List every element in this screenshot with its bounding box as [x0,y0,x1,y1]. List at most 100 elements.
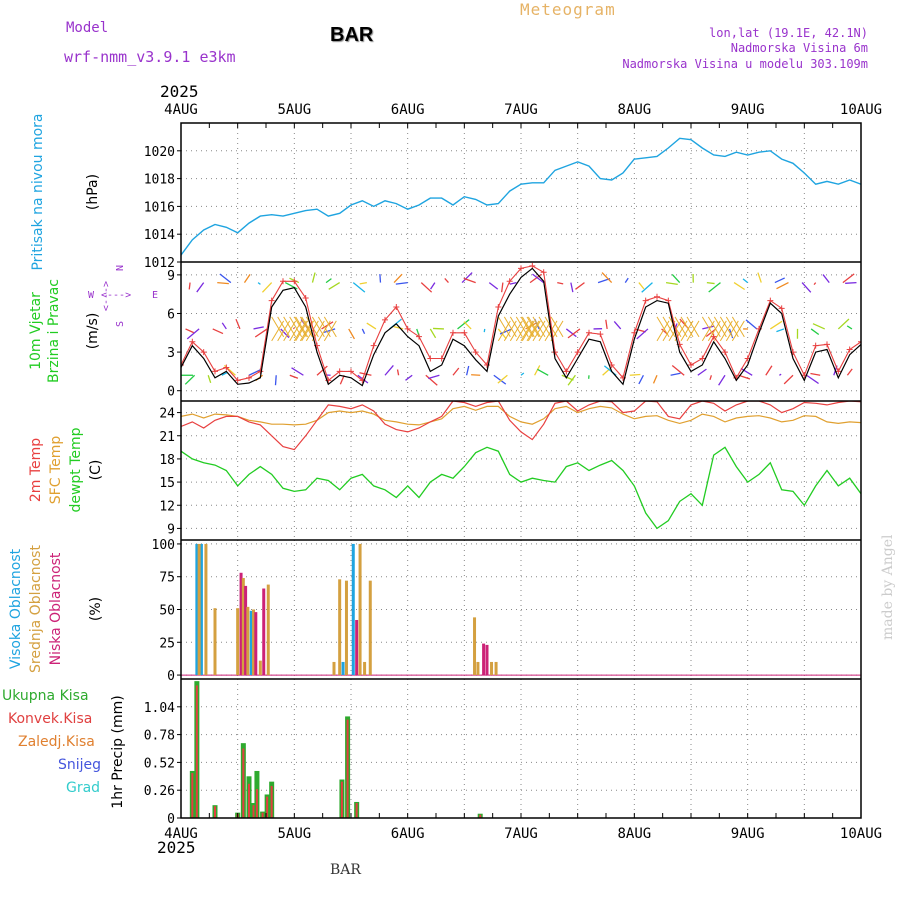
wind-arrow [670,372,681,376]
cloud-bar-mid [363,661,367,676]
wind-arrow [806,374,819,385]
cloud-bar-low [355,619,359,676]
precip-conv-bar [261,812,264,818]
wind-arrow [379,274,382,283]
wind-arrow [570,282,574,293]
precip-legend-entry: Ukupna Kisa [2,688,89,704]
wind-arrow [846,368,853,376]
y-tick-label: 21 [159,430,175,445]
wind-arrow [280,328,290,339]
wind-gust-marker [189,338,196,345]
panel-precip: 0 0.26 0.52 0.78 1.04 [144,679,862,827]
wind-gust-marker [200,349,207,356]
cloud-bar-mid [490,661,494,676]
wind-arrow [219,273,232,284]
panel-plot [181,262,861,387]
wind-arrow [488,282,499,290]
wind-arrow [845,281,857,284]
wind-arrow [837,318,850,330]
wind-arrow [708,282,721,293]
wind-arrow [217,281,229,285]
wind-arrow [634,328,646,333]
temp-axis-title: SFC Temp [48,436,64,505]
wind-arrow [842,273,855,284]
wind-arrow [567,328,581,339]
wind-hatch [731,316,745,338]
year-top: 2025 [160,82,199,101]
precip-legend-entry: Grad [66,780,100,796]
x-tick-top-label: 6AUG [391,102,425,118]
wind-arrow [709,375,713,381]
wind-arrow [463,321,472,330]
wind-arrow [532,273,545,284]
wind-gust-marker [846,346,853,353]
wind-arrow [509,281,517,285]
wind-arrow [738,374,751,380]
wind-gust-marker [450,329,456,336]
wind-arrow [641,282,653,293]
wind-arrow [497,374,508,384]
cloud-bar-mid [338,579,342,676]
wind-arrow [444,278,449,284]
panel-pressure: 1012 1014 1016 1018 1020 [144,123,862,271]
cloud-bar-mid [258,660,262,676]
wind-arrow [261,282,273,293]
wind-arrow [366,322,377,330]
wind-arrow [428,374,440,380]
wind-arrow [405,374,413,381]
wind-gust-marker [268,297,275,304]
cloud-bar-mid [332,661,336,676]
precip-conv-bar [242,748,245,818]
wind-arrow [740,367,753,376]
x-tick-bottom-label: 8AUG [617,826,651,842]
wind-hatch [680,320,694,342]
wind-arrow [813,282,817,286]
cloud-bar-low [254,612,258,676]
year-bottom: 2025 [157,838,196,857]
wind-arrow [248,369,261,376]
wind-gust-marker [654,293,660,300]
wind-gust-marker [563,368,570,375]
wind-hatch [301,316,315,338]
wind-hatch [674,320,688,342]
x-tick-top-label: 5AUG [277,102,311,118]
precip-conv-bar [252,805,255,818]
wind-hatch [719,320,733,342]
wind-arrow [765,365,773,376]
wind-hatch [701,320,715,342]
precip-conv-bar [191,773,194,818]
cloud-bar-mid [246,606,250,676]
wind-arrow [359,281,367,285]
wind-gust-marker [461,329,468,336]
station-title: BAR [330,24,374,46]
y-tick-label: 3 [167,346,175,361]
y-tick-label: 0 [167,812,175,827]
wind-arrow [289,374,299,379]
wind-arrow [601,272,613,284]
wind-hatch [289,320,303,342]
y-tick-label: 9 [167,522,175,537]
cloud-bar-mid [213,608,217,676]
y-tick-label: 100 [152,538,175,553]
y-tick-label: 1018 [144,173,175,188]
wind-arrow [221,371,228,376]
cloud-bar-mid [241,578,245,676]
y-tick-label: 1016 [144,200,175,215]
wind-gust-marker [291,278,298,285]
cloud-bar-low [239,572,243,676]
cloud-bar-low [244,585,248,676]
precip-conv-bar [479,814,482,818]
precip-conv-bar [266,796,269,818]
wind-hatch [550,316,564,338]
y-tick-label: 18 [159,453,175,468]
wind-arrow [396,369,400,376]
cloud-bar-low [262,588,266,676]
wind-hatch [509,320,523,342]
wind-hatch [656,320,670,342]
wind-speed-line [181,267,861,387]
wind-gust-marker [688,361,694,368]
wind-gust-marker [778,305,785,312]
wind-unit-label: (m/s) [85,313,101,350]
panel-plot [181,401,861,530]
